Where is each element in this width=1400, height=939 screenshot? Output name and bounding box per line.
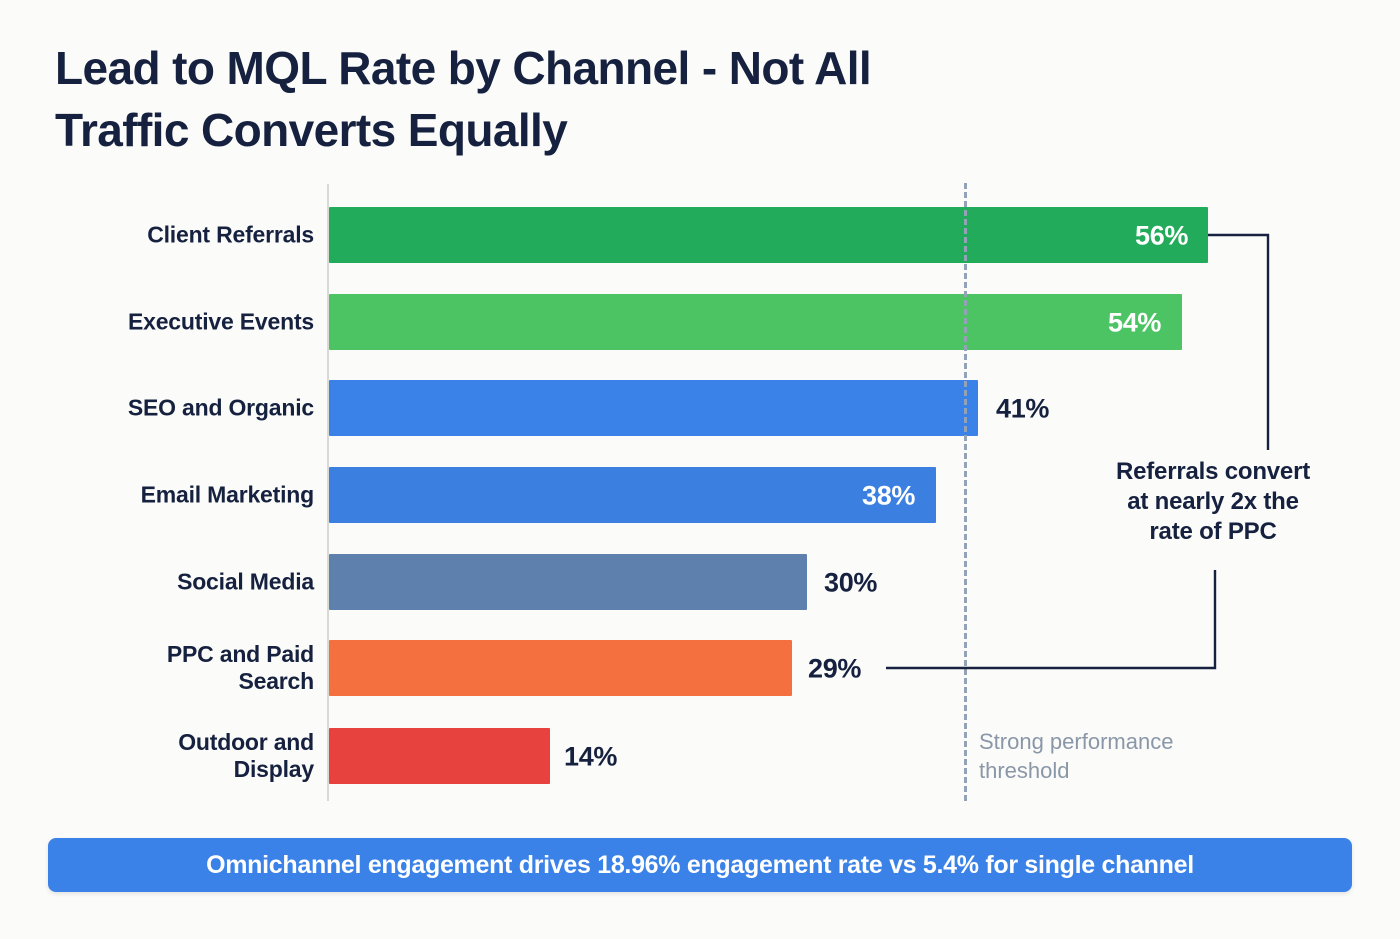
category-label-ppc-and-paid-search: PPC and Paid Search [166,640,314,694]
key-insight-banner-text: Omnichannel engagement drives 18.96% eng… [206,850,1194,879]
category-label-outdoor-and-display: Outdoor and Display [178,728,314,782]
category-label-client-referrals: Client Referrals [147,221,314,248]
key-insight-banner[interactable]: Omnichannel engagement drives 18.96% eng… [48,838,1352,892]
bar-email-marketing[interactable] [329,467,936,523]
value-label-email-marketing: 38% [862,480,916,511]
bar-ppc-and-paid-search[interactable] [329,640,792,696]
category-label-executive-events: Executive Events [127,308,314,335]
bar-seo-and-organic[interactable] [329,380,978,436]
annotation-callout-text: Referrals convert at nearly 2x the rate … [1115,458,1311,546]
value-label-seo-and-organic: 41% [996,393,1050,424]
value-label-outdoor-and-display: 14% [564,741,618,772]
category-label-email-marketing: Email Marketing [140,481,315,508]
category-label-social-media: Social Media [177,568,314,595]
bar-executive-events[interactable] [329,294,1182,350]
bar-client-referrals[interactable] [329,207,1208,263]
threshold-label: Strong performance threshold [979,729,1174,784]
value-label-social-media: 30% [824,567,878,598]
category-label-seo-and-organic: SEO and Organic [127,394,314,421]
value-label-executive-events: 54% [1108,307,1162,338]
value-label-client-referrals: 56% [1135,220,1189,251]
threshold-line [964,183,967,801]
bar-outdoor-and-display[interactable] [329,728,550,784]
page-title: Lead to MQL Rate by Channel - Not All Tr… [55,42,872,156]
value-label-ppc-and-paid-search: 29% [808,653,862,684]
bar-social-media[interactable] [329,554,807,610]
y-axis-line [327,184,329,801]
